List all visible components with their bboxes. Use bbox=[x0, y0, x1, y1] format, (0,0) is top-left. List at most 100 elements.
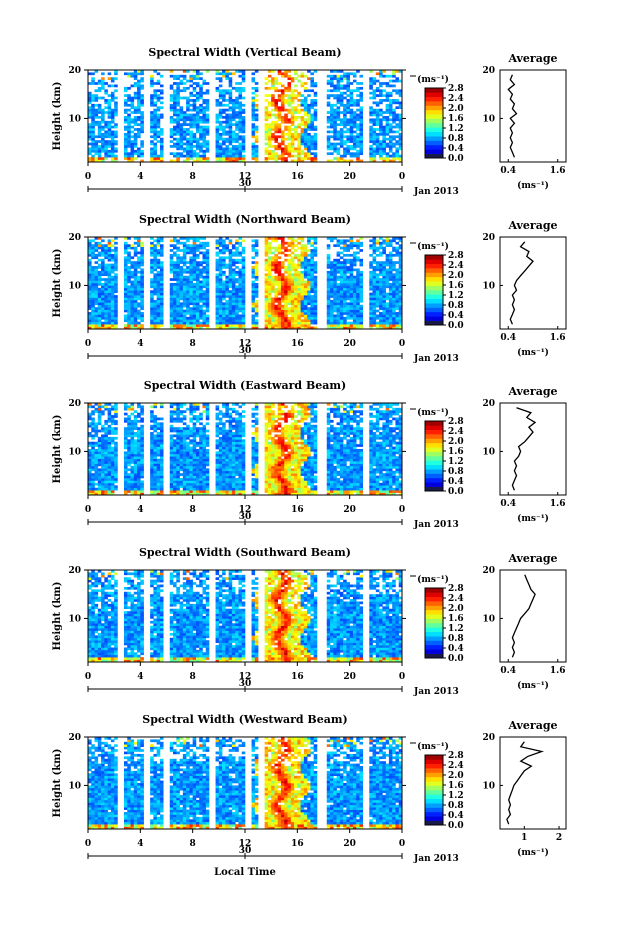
heatmap-cell bbox=[267, 319, 272, 323]
heatmap-cell bbox=[88, 473, 92, 476]
heatmap-cell bbox=[274, 108, 279, 112]
heatmap-cell bbox=[107, 292, 112, 296]
heatmap-cell bbox=[218, 261, 223, 264]
heatmap-cell bbox=[97, 106, 102, 110]
heatmap-cell bbox=[176, 316, 180, 320]
heatmap-cell bbox=[349, 120, 354, 124]
heatmap-cell bbox=[388, 304, 393, 308]
heatmap-cell bbox=[133, 106, 138, 110]
heatmap-cell bbox=[385, 157, 390, 160]
heatmap-cell bbox=[290, 280, 295, 284]
heatmap-cell bbox=[372, 299, 377, 303]
heatmap-cell bbox=[388, 278, 393, 281]
heatmap-cell bbox=[310, 244, 314, 247]
heatmap-cell bbox=[110, 120, 115, 124]
heatmap-cell bbox=[133, 74, 138, 78]
heatmap-cell bbox=[313, 137, 318, 141]
heatmap-cell bbox=[398, 299, 403, 303]
heatmap-cell bbox=[241, 123, 246, 126]
heatmap-cell bbox=[359, 263, 364, 267]
heatmap-cell bbox=[294, 283, 298, 286]
heatmap-cell bbox=[385, 268, 390, 272]
heatmap-cell bbox=[179, 270, 184, 274]
heatmap-cell bbox=[176, 108, 180, 112]
heatmap-cell bbox=[254, 287, 259, 291]
heatmap-cell bbox=[156, 314, 161, 318]
heatmap-cell bbox=[310, 307, 314, 310]
heatmap-cell bbox=[369, 84, 373, 88]
heatmap-cell bbox=[140, 111, 144, 114]
heatmap-cell bbox=[107, 94, 112, 97]
heatmap-cell bbox=[202, 270, 207, 274]
heatmap-cell bbox=[274, 278, 279, 281]
heatmap-cell bbox=[274, 99, 279, 102]
heatmap-cell bbox=[303, 120, 308, 124]
heatmap-cell bbox=[330, 280, 334, 284]
heatmap-cell bbox=[130, 72, 135, 76]
heatmap-cell bbox=[101, 118, 105, 122]
heatmap-cell bbox=[173, 244, 177, 247]
heatmap-cell bbox=[307, 128, 311, 131]
heatmap-cell bbox=[182, 244, 187, 247]
heatmap-cell bbox=[176, 278, 180, 281]
heatmap-cell bbox=[156, 89, 161, 93]
heatmap-cell bbox=[388, 309, 393, 313]
heatmap-cell bbox=[385, 324, 390, 327]
heatmap-cell bbox=[382, 82, 386, 85]
heatmap-cell bbox=[375, 147, 380, 151]
heatmap-cell bbox=[303, 89, 308, 93]
heatmap-cell bbox=[107, 324, 112, 327]
heatmap-cell bbox=[297, 140, 301, 143]
heatmap-cell bbox=[271, 324, 275, 327]
colorbar-tick-label: 1.6 bbox=[448, 114, 464, 124]
heatmap-cell bbox=[346, 292, 350, 296]
heatmap-cell bbox=[91, 461, 95, 464]
heatmap-cell bbox=[101, 96, 105, 100]
heatmap-cell bbox=[277, 326, 282, 330]
colorbar-tick-label: 2.4 bbox=[448, 94, 464, 104]
heatmap-cell bbox=[388, 261, 393, 264]
heatmap-cell bbox=[192, 266, 197, 269]
heatmap-cell bbox=[205, 99, 210, 102]
heatmap-cell bbox=[97, 299, 102, 303]
heatmap-cell bbox=[267, 278, 272, 281]
heatmap-cell bbox=[251, 266, 256, 269]
heatmap-cell bbox=[369, 130, 373, 134]
heatmap-cell bbox=[222, 89, 226, 93]
heatmap-cell bbox=[159, 154, 164, 158]
heatmap-cell bbox=[189, 278, 193, 281]
heatmap-cell bbox=[110, 326, 115, 330]
heatmap-cell bbox=[199, 111, 203, 114]
heatmap-cell bbox=[346, 321, 350, 325]
heatmap-cell bbox=[294, 297, 298, 301]
heatmap-cell bbox=[382, 140, 386, 143]
heatmap-cell bbox=[101, 116, 105, 119]
heatmap-cell bbox=[330, 319, 334, 323]
heatmap-cell bbox=[195, 312, 200, 315]
heatmap-cell bbox=[88, 275, 92, 279]
heatmap-cell bbox=[153, 261, 157, 264]
heatmap-cell bbox=[349, 295, 354, 298]
heatmap-cell bbox=[264, 319, 269, 323]
heatmap-cell bbox=[287, 125, 292, 129]
heatmap-cell bbox=[104, 256, 108, 260]
heatmap-cell bbox=[287, 103, 292, 107]
heatmap-cell bbox=[189, 152, 193, 156]
heatmap-cell bbox=[235, 270, 239, 274]
heatmap-cell bbox=[101, 246, 105, 250]
heatmap-cell bbox=[388, 113, 393, 117]
heatmap-cell bbox=[137, 256, 141, 260]
heatmap-cell bbox=[369, 152, 373, 156]
heatmap-cell bbox=[349, 111, 354, 114]
heatmap-cell bbox=[264, 304, 269, 308]
heatmap-cell bbox=[297, 299, 301, 303]
heatmap-cell bbox=[294, 290, 298, 293]
heatmap-cell bbox=[228, 324, 233, 327]
heatmap-cell bbox=[97, 482, 102, 486]
heatmap-cell bbox=[94, 314, 99, 318]
heatmap-cell bbox=[326, 120, 331, 124]
heatmap-cell bbox=[215, 268, 220, 272]
heatmap-cell bbox=[388, 118, 393, 122]
heatmap-cell bbox=[94, 463, 99, 467]
heatmap-cell bbox=[104, 309, 108, 313]
